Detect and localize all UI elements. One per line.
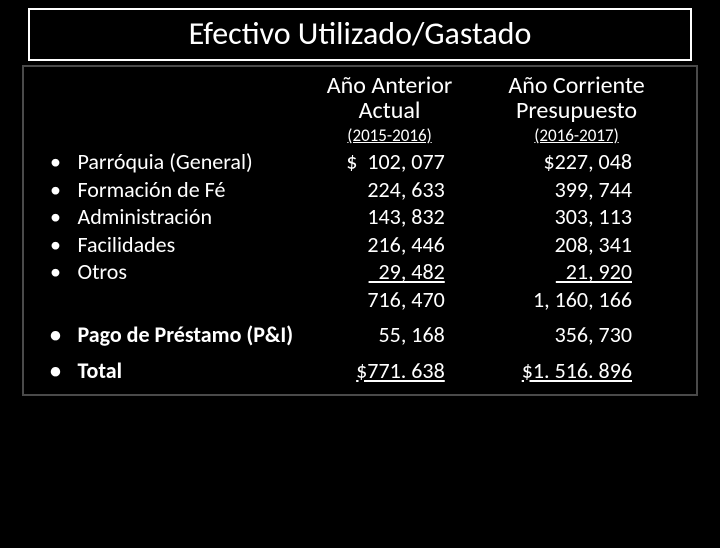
page-title: Efectivo Utilizado/Gastado — [30, 14, 690, 53]
total-a: $771. 638 — [296, 357, 483, 385]
item-col-a: $ 102, 077 — [296, 148, 483, 176]
bullet-icon: • — [50, 148, 78, 176]
item-col-b: 399, 744 — [483, 176, 670, 204]
header-row-2: Actual Presupuesto — [50, 98, 670, 123]
loan-a: 55, 168 — [313, 321, 483, 349]
item-col-b: $227, 048 — [483, 148, 670, 176]
loan-row: • Pago de Préstamo (P&I) 55, 168 356, 73… — [50, 321, 670, 349]
content-box: Año Anterior Año Corriente Actual Presup… — [22, 65, 698, 396]
title-box: Efectivo Utilizado/Gastado — [28, 8, 692, 61]
item-col-a: 143, 832 — [296, 203, 483, 231]
total-row: • Total $771. 638 $1. 516. 896 — [50, 357, 670, 385]
bullet-icon: • — [50, 203, 78, 231]
item-label: Otros — [78, 258, 296, 286]
subtotal-b: 1, 160, 166 — [483, 286, 670, 314]
list-item: • Formación de Fé 224, 633 399, 744 — [50, 176, 670, 204]
item-col-a: 224, 633 — [296, 176, 483, 204]
col2-period: (2016-2017) — [483, 123, 670, 148]
item-label: Parróquia (General) — [78, 148, 296, 176]
list-item: • Otros 29, 482 21, 920 — [50, 258, 670, 286]
item-label: Facilidades — [78, 231, 296, 259]
item-col-b: 208, 341 — [483, 231, 670, 259]
bullet-icon: • — [50, 176, 78, 204]
subtotal-row: 716, 470 1, 160, 166 — [50, 286, 670, 314]
header-row-1: Año Anterior Año Corriente — [50, 73, 670, 98]
item-col-b: 303, 113 — [483, 203, 670, 231]
col1-period: (2015-2016) — [296, 123, 483, 148]
item-col-b: 21, 920 — [483, 258, 670, 286]
col2-header-line2: Presupuesto — [483, 98, 670, 123]
list-item: • Facilidades 216, 446 208, 341 — [50, 231, 670, 259]
total-label: Total — [78, 357, 296, 385]
item-label: Administración — [78, 203, 296, 231]
loan-label: Pago de Préstamo (P&I) — [78, 321, 314, 349]
list-item: • Parróquia (General) $ 102, 077 $227, 0… — [50, 148, 670, 176]
item-label: Formación de Fé — [78, 176, 296, 204]
col1-header-line2: Actual — [296, 98, 483, 123]
col1-header-line1: Año Anterior — [296, 73, 483, 98]
subtotal-a: 716, 470 — [296, 286, 483, 314]
bullet-icon: • — [50, 321, 78, 349]
item-col-a: 29, 482 — [296, 258, 483, 286]
item-col-a: 216, 446 — [296, 231, 483, 259]
period-row: (2015-2016) (2016-2017) — [50, 123, 670, 148]
total-b: $1. 516. 896 — [483, 357, 670, 385]
bullet-icon: • — [50, 231, 78, 259]
list-item: • Administración 143, 832 303, 113 — [50, 203, 670, 231]
col2-header-line1: Año Corriente — [483, 73, 670, 98]
bullet-icon: • — [50, 258, 78, 286]
loan-b: 356, 730 — [483, 321, 670, 349]
bullet-icon: • — [50, 357, 78, 385]
